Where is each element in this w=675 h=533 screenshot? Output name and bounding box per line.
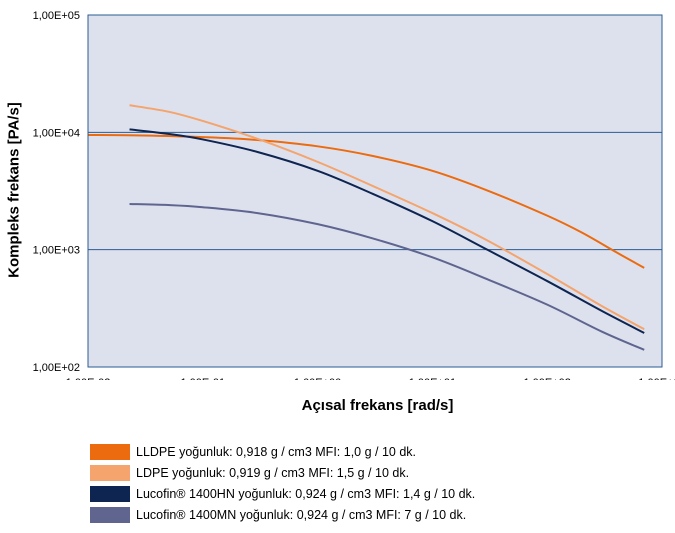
legend: LLDPE yoğunluk: 0,918 g / cm3 MFI: 1,0 g… bbox=[90, 441, 475, 525]
chart: 1,00E-02 1,00E-01 1,00E+00 1,00E+01 1,00E+02… bbox=[33, 10, 675, 380]
y-tick-label: 1,00E+03 bbox=[33, 245, 80, 257]
series-layer bbox=[87, 104, 645, 351]
y-tick-label: 1,00E+05 bbox=[33, 10, 80, 22]
legend-label: Lucofin® 1400HN yoğunluk: 0,924 g / cm3 … bbox=[136, 486, 476, 501]
y-tick-label: 1,00E+04 bbox=[33, 127, 80, 139]
legend-item: LLDPE yoğunluk: 0,918 g / cm3 MFI: 1,0 g… bbox=[90, 441, 475, 462]
x-axis-tick-labels: 1,00E-02 1,00E-01 1,00E+00 1,00E+01 1,00E+02… bbox=[66, 377, 675, 380]
legend-item: Lucofin® 1400MN yoğunluk: 0,924 g / cm3 … bbox=[90, 504, 475, 525]
series-line-1 bbox=[87, 133, 645, 269]
x-tick-label: 1,00E+00 bbox=[294, 377, 341, 380]
x-tick-label: 1,00E-01 bbox=[180, 377, 225, 380]
legend-label: LLDPE yoğunluk: 0,918 g / cm3 MFI: 1,0 g… bbox=[136, 444, 417, 459]
x-axis-label: Açısal frekans [rad/s] bbox=[301, 397, 454, 414]
legend-item: Lucofin® 1400HN yoğunluk: 0,924 g / cm3 … bbox=[90, 483, 475, 504]
legend-swatch bbox=[90, 485, 130, 502]
y-tick-label: 1,00E+02 bbox=[33, 362, 80, 374]
x-tick-label: 1,00E+02 bbox=[523, 377, 570, 380]
gridlines bbox=[88, 131, 662, 251]
x-tick-label: 1,00E-02 bbox=[66, 377, 111, 380]
x-tick-label: 1,00E+01 bbox=[409, 377, 456, 380]
y-axis-label: Kompleks frekans [PA/s] bbox=[5, 102, 23, 278]
legend-swatch bbox=[90, 443, 130, 460]
series-line-4 bbox=[129, 203, 645, 351]
legend-swatch bbox=[90, 464, 130, 481]
plot-area bbox=[88, 15, 662, 367]
legend-label: Lucofin® 1400MN yoğunluk: 0,924 g / cm3 … bbox=[136, 507, 467, 522]
legend-label: LDPE yoğunluk: 0,919 g / cm3 MFI: 1,5 g … bbox=[136, 465, 410, 480]
series-line-2 bbox=[129, 104, 645, 331]
series-line-3 bbox=[129, 128, 645, 334]
plot-frame bbox=[87, 14, 663, 368]
legend-swatch bbox=[90, 506, 130, 523]
y-axis-tick-labels: 1,00E+02 1,00E+03 1,00E+04 1,00E+05 bbox=[33, 10, 80, 374]
legend-item: LDPE yoğunluk: 0,919 g / cm3 MFI: 1,5 g … bbox=[90, 462, 475, 483]
x-tick-label: 1,00E+03 bbox=[638, 377, 675, 380]
